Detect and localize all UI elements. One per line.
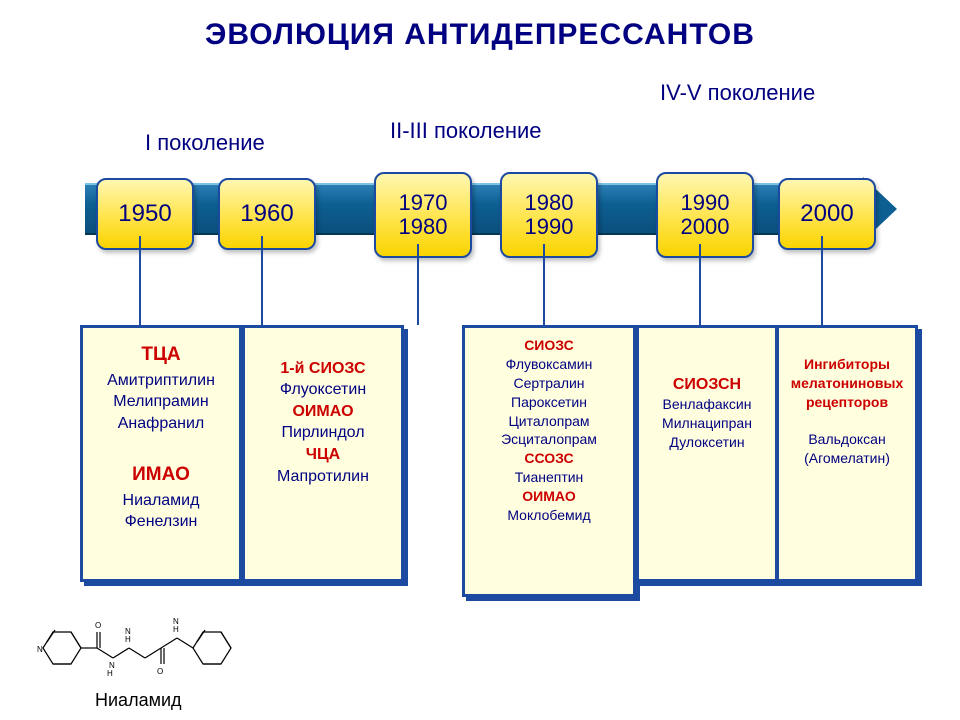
group-item: Мапротилин	[249, 466, 397, 488]
group-header: Ингибиторы	[783, 355, 911, 374]
connector-line-4	[699, 244, 701, 325]
group-item: Тианептин	[469, 468, 629, 487]
year-label: 1960	[224, 201, 310, 227]
svg-text:H: H	[107, 669, 113, 678]
group-item	[783, 412, 911, 431]
connector-line-3	[543, 244, 545, 325]
connector-line-2	[417, 244, 419, 325]
group-item: Мелипрамин	[87, 391, 235, 413]
year-box-y2: 1960	[218, 178, 316, 250]
year-label: 1980	[380, 215, 466, 239]
year-label: 2000	[784, 201, 870, 227]
group-header: ОИМАО	[249, 401, 397, 423]
group-item: Амитриптилин	[87, 370, 235, 392]
year-label: 1990	[506, 215, 592, 239]
group-item	[783, 336, 911, 355]
svg-text:N: N	[173, 617, 179, 626]
group-item: Вальдоксан	[783, 430, 911, 449]
group-header: ССОЗС	[469, 449, 629, 468]
group-item	[87, 434, 235, 456]
group-item: Флувоксамин	[469, 355, 629, 374]
year-box-y3: 19701980	[374, 172, 472, 258]
svg-text:O: O	[95, 621, 101, 630]
chemical-caption: Ниаламид	[95, 690, 182, 711]
group-header: 1-й СИОЗС	[249, 358, 397, 380]
svg-text:H: H	[125, 635, 131, 644]
year-box-y6: 2000	[778, 178, 876, 250]
group-box-g1: ТЦААмитриптилинМелипраминАнафранил ИМАОН…	[80, 325, 242, 582]
group-item	[643, 336, 771, 355]
year-box-y1: 1950	[96, 178, 194, 250]
year-box-y4: 19801990	[500, 172, 598, 258]
group-item: Фенелзин	[87, 511, 235, 533]
group-box-g2: 1-й СИОЗСФлуоксетинОИМАОПирлиндолЧЦАМапр…	[242, 325, 404, 582]
generation-label-1: I поколение	[145, 130, 265, 156]
group-item: Эсциталопрам	[469, 430, 629, 449]
group-header: мелатониновых	[783, 374, 911, 393]
group-item: Ниаламид	[87, 490, 235, 512]
svg-text:N: N	[37, 645, 43, 654]
svg-text:H: H	[173, 625, 179, 634]
group-header: СИОЗС	[469, 336, 629, 355]
group-header: СИОЗСН	[643, 374, 771, 396]
connector-line-5	[821, 236, 823, 325]
year-label: 1950	[102, 201, 188, 227]
group-item: Флуоксетин	[249, 379, 397, 401]
group-box-g3: СИОЗСФлувоксаминСертралинПароксетинЦитал…	[462, 325, 636, 597]
connector-line-0	[139, 236, 141, 325]
connector-line-1	[261, 236, 263, 325]
group-item: Анафранил	[87, 413, 235, 435]
generation-label-2: II-III поколение	[390, 118, 542, 144]
group-item: Циталопрам	[469, 412, 629, 431]
year-box-y5: 19902000	[656, 172, 754, 258]
page-title: ЭВОЛЮЦИЯ АНТИДЕПРЕССАНТОВ	[0, 18, 960, 52]
group-item: Венлафаксин	[643, 395, 771, 414]
group-item: Пароксетин	[469, 393, 629, 412]
generation-label-3: IV-V поколение	[660, 80, 815, 106]
svg-text:N: N	[125, 627, 131, 636]
group-header: ОИМАО	[469, 487, 629, 506]
group-box-g5: Ингибиторымелатониновыхрецепторов Вальдо…	[776, 325, 918, 582]
group-header: ИМАО	[87, 462, 235, 488]
year-label: 1990	[662, 191, 748, 215]
timeline-bar	[85, 177, 895, 237]
group-item: Моклобемид	[469, 506, 629, 525]
chemical-structure-icon: N O N H H N O H N	[35, 608, 275, 688]
group-item	[249, 336, 397, 358]
group-header: ЧЦА	[249, 444, 397, 466]
svg-text:O: O	[157, 667, 163, 676]
group-box-g4: СИОЗСНВенлафаксинМилнаципранДулоксетин	[636, 325, 778, 582]
group-item: Сертралин	[469, 374, 629, 393]
group-item: Дулоксетин	[643, 433, 771, 452]
group-item: Пирлиндол	[249, 422, 397, 444]
group-header: рецепторов	[783, 393, 911, 412]
group-item	[643, 355, 771, 374]
group-item: Милнаципран	[643, 414, 771, 433]
year-label: 1980	[506, 191, 592, 215]
year-label: 1970	[380, 191, 466, 215]
group-item: (Агомелатин)	[783, 449, 911, 468]
year-label: 2000	[662, 215, 748, 239]
group-header: ТЦА	[87, 342, 235, 368]
